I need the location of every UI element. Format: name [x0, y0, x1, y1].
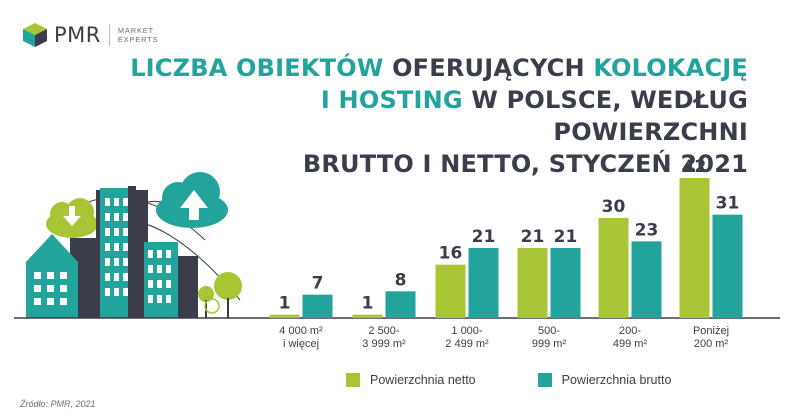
- bar-netto-3: [517, 248, 548, 318]
- category-label-5-line-1: 200 m²: [694, 338, 729, 350]
- data-label-netto-2: 16: [439, 244, 463, 264]
- data-label-brutto-1: 8: [395, 270, 407, 290]
- logo-name: PMR: [54, 23, 101, 47]
- data-label-brutto-4: 23: [635, 220, 659, 240]
- legend-item-netto: Powierzchnia netto: [346, 373, 476, 387]
- legend-item-brutto: Powierzchnia brutto: [537, 373, 672, 387]
- upload-cloud-icon: [156, 172, 228, 228]
- legend-label-brutto: Powierzchnia brutto: [561, 373, 672, 387]
- data-label-netto-5: 42: [683, 157, 707, 177]
- source-note: Źródło: PMR, 2021: [20, 399, 96, 409]
- bar-netto-1: [352, 314, 383, 318]
- bar-netto-2: [435, 264, 466, 318]
- category-label-4-line-1: 499 m²: [613, 338, 648, 350]
- chart-title: LICZBA OBIEKTÓW OFERUJĄCYCH KOLOKACJĘ I …: [130, 54, 748, 178]
- legend-swatch-brutto: [537, 373, 552, 387]
- download-cloud-icon: [46, 198, 98, 238]
- data-label-netto-0: 1: [279, 294, 291, 314]
- category-label-2-line-0: 1 000-: [451, 325, 483, 337]
- bar-netto-4: [598, 218, 629, 318]
- category-label-1-line-1: 3 999 m²: [362, 338, 406, 350]
- category-label-0-line-0: 4 000 m²: [279, 325, 323, 337]
- city-illustration: [26, 172, 242, 318]
- data-label-brutto-0: 7: [312, 274, 324, 294]
- category-label-2-line-1: 2 499 m²: [445, 338, 489, 350]
- logo-tagline: MARKET EXPERTS: [117, 26, 159, 44]
- bar-brutto-3: [550, 248, 581, 318]
- data-label-brutto-3: 21: [554, 227, 578, 247]
- category-label-3-line-0: 500-: [538, 325, 560, 337]
- bar-brutto-2: [468, 248, 499, 318]
- data-label-brutto-2: 21: [472, 227, 496, 247]
- logo-cube-icon: [23, 23, 47, 47]
- pmr-logo: PMR MARKET EXPERTS: [22, 22, 158, 48]
- legend-label-netto: Powierzchnia netto: [370, 373, 476, 387]
- category-label-3-line-1: 999 m²: [532, 338, 567, 350]
- category-label-1-line-0: 2 500-: [368, 325, 400, 337]
- category-label-0-line-1: i więcej: [283, 338, 319, 350]
- data-label-brutto-5: 31: [716, 194, 740, 214]
- data-label-netto-3: 21: [521, 227, 545, 247]
- data-label-netto-1: 1: [362, 294, 374, 314]
- bar-netto-0: [269, 314, 300, 318]
- bar-brutto-1: [385, 291, 416, 318]
- bar-netto-5: [679, 178, 710, 318]
- category-label-4-line-0: 200-: [619, 325, 641, 337]
- data-label-netto-4: 30: [602, 197, 626, 217]
- bar-brutto-5: [712, 214, 743, 318]
- bar-brutto-0: [302, 294, 333, 318]
- bar-brutto-4: [631, 241, 662, 318]
- category-label-5-line-0: Poniżej: [693, 325, 729, 337]
- logo-divider: [108, 24, 110, 46]
- legend-swatch-netto: [346, 373, 360, 387]
- legend: Powierzchnia netto Powierzchnia brutto: [346, 373, 733, 387]
